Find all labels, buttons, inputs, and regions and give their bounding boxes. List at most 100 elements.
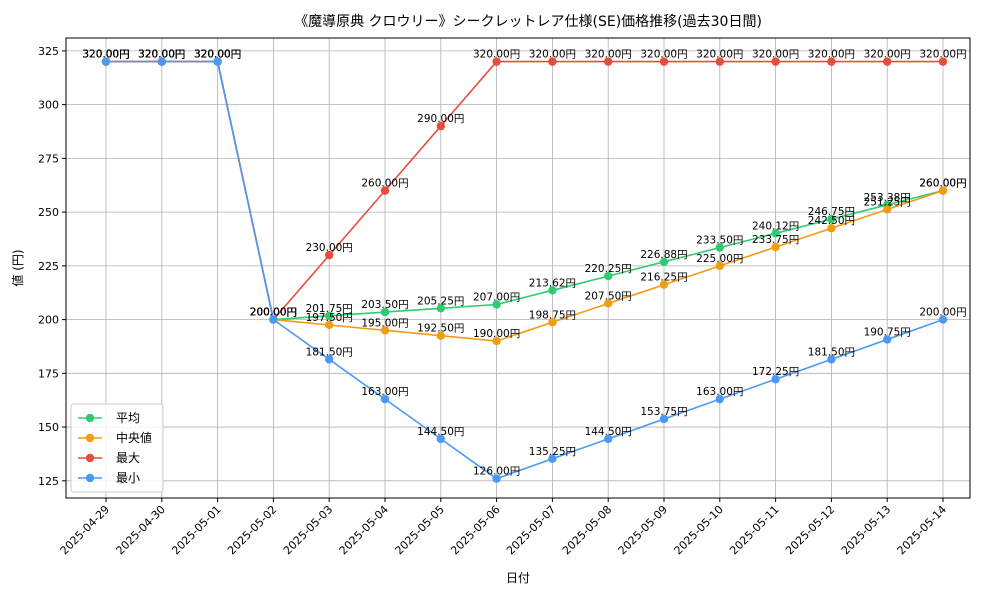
legend-label-3: 最小 [116, 471, 140, 485]
data-label-1-15: 260.00円 [919, 178, 966, 190]
chart-title: 《魔導原典 クロウリー》シークレットレア仕様(SE)価格推移(過去30日間) [294, 14, 762, 30]
data-label-2-13: 320.00円 [808, 49, 855, 61]
data-label-3-8: 135.25円 [529, 446, 576, 458]
data-point-3-9 [604, 434, 613, 444]
data-label-0-5: 203.50円 [361, 299, 408, 311]
grid [66, 38, 970, 498]
data-point-1-6 [436, 331, 445, 340]
data-label-3-13: 181.50円 [808, 346, 855, 358]
x-tick-label: 2025-05-05 [393, 503, 447, 557]
data-label-1-14: 251.25円 [864, 196, 911, 208]
data-label-1-8: 198.75円 [529, 309, 576, 321]
series-line-3 [106, 60, 944, 480]
data-labels: 320.00円 320.00円 320.00円 200.00円 201.75円 203.5… [82, 49, 966, 478]
data-label-2-6: 290.00円 [417, 113, 464, 125]
data-label-0-7: 207.00円 [473, 292, 520, 304]
data-point-1-9 [604, 299, 613, 308]
y-tick-label: 150 [38, 421, 59, 434]
data-point-0-6 [436, 304, 445, 313]
data-point-2-15 [938, 57, 948, 66]
y-axis: 125 150 175 200 225 250 275 300 325 [38, 45, 66, 488]
data-point-3-3 [269, 315, 278, 324]
x-tick-label: 2025-04-29 [58, 503, 112, 557]
series [101, 57, 948, 483]
legend-label-1: 中央値 [116, 430, 152, 445]
data-label-1-9: 207.50円 [585, 290, 632, 302]
data-label-2-4: 230.00円 [306, 242, 353, 254]
data-point-2-5 [380, 186, 390, 195]
data-label-2-1: 320.00円 [138, 49, 185, 61]
data-point-3-5 [380, 394, 390, 404]
legend-label-0: 平均 [116, 411, 140, 425]
y-tick-label: 325 [38, 45, 59, 58]
data-point-1-10 [659, 280, 669, 289]
data-point-3-13 [827, 355, 836, 364]
data-label-1-7: 190.00円 [473, 328, 520, 340]
data-point-0-4 [325, 311, 334, 321]
data-label-2-10: 320.00円 [640, 49, 687, 61]
legend-marker-3 [85, 473, 95, 483]
y-tick-label: 300 [38, 99, 59, 112]
data-point-0-13 [827, 214, 836, 224]
data-label-0-10: 226.88円 [640, 249, 687, 261]
data-point-3-1 [157, 57, 166, 66]
legend-box [70, 403, 164, 493]
y-axis-label: 値 (円) [10, 249, 25, 286]
data-point-1-12 [771, 242, 780, 252]
data-label-2-7: 320.00円 [473, 49, 520, 61]
x-tick-label: 2025-05-07 [504, 503, 558, 557]
x-axis-label: 日付 [506, 571, 530, 585]
y-tick-label: 125 [38, 475, 59, 488]
data-point-1-15 [938, 186, 948, 195]
y-tick-label: 250 [38, 206, 59, 219]
y-tick-label: 275 [38, 152, 59, 165]
data-point-2-6 [436, 121, 445, 131]
data-label-3-10: 153.75円 [640, 406, 687, 418]
data-point-3-4 [325, 355, 334, 364]
data-label-2-9: 320.00円 [585, 49, 632, 61]
data-label-1-1: 320.00円 [138, 49, 185, 61]
x-tick-label: 2025-05-09 [616, 503, 670, 557]
y-tick-label: 225 [38, 260, 59, 273]
data-point-1-7 [492, 336, 501, 346]
data-label-3-11: 163.00円 [696, 386, 743, 398]
x-tick-label: 2025-05-01 [169, 503, 223, 557]
data-label-3-4: 181.50円 [306, 346, 353, 358]
data-label-0-6: 205.25円 [417, 295, 464, 307]
data-point-3-15 [938, 315, 948, 324]
data-label-2-12: 320.00円 [752, 49, 799, 61]
series-line-1 [106, 60, 944, 342]
legend-marker-0 [85, 413, 95, 423]
data-label-0-3: 200.00円 [250, 307, 297, 319]
y-tick-label: 175 [38, 367, 59, 380]
data-label-3-3: 200.00円 [250, 307, 297, 319]
x-tick-label: 2025-05-04 [337, 503, 391, 557]
data-point-0-5 [380, 307, 390, 317]
data-label-0-8: 213.62円 [529, 277, 576, 289]
data-label-3-0: 320.00円 [82, 49, 129, 61]
data-point-2-10 [659, 57, 669, 66]
data-label-1-13: 242.50円 [808, 215, 855, 227]
data-label-2-3: 200.00円 [250, 307, 297, 319]
data-label-0-1: 320.00円 [138, 49, 185, 61]
data-point-3-14 [883, 335, 892, 344]
data-point-3-6 [436, 434, 445, 444]
plot-area [65, 37, 971, 499]
data-label-2-2: 320.00円 [194, 49, 241, 61]
data-label-0-2: 320.00円 [194, 49, 241, 61]
data-label-1-3: 200.00円 [250, 307, 297, 319]
series-line-0 [106, 60, 944, 321]
data-point-0-11 [715, 243, 724, 252]
data-point-1-13 [827, 224, 836, 233]
data-label-2-8: 320.00円 [529, 49, 576, 61]
data-label-0-4: 201.75円 [306, 303, 353, 315]
data-label-0-13: 246.75円 [808, 206, 855, 218]
x-tick-label: 2025-05-03 [281, 503, 335, 557]
data-label-3-12: 172.25円 [752, 366, 799, 378]
data-point-2-9 [604, 57, 613, 66]
data-point-1-8 [548, 318, 557, 327]
data-point-0-9 [604, 271, 613, 281]
x-tick-label: 2025-05-13 [839, 503, 893, 557]
